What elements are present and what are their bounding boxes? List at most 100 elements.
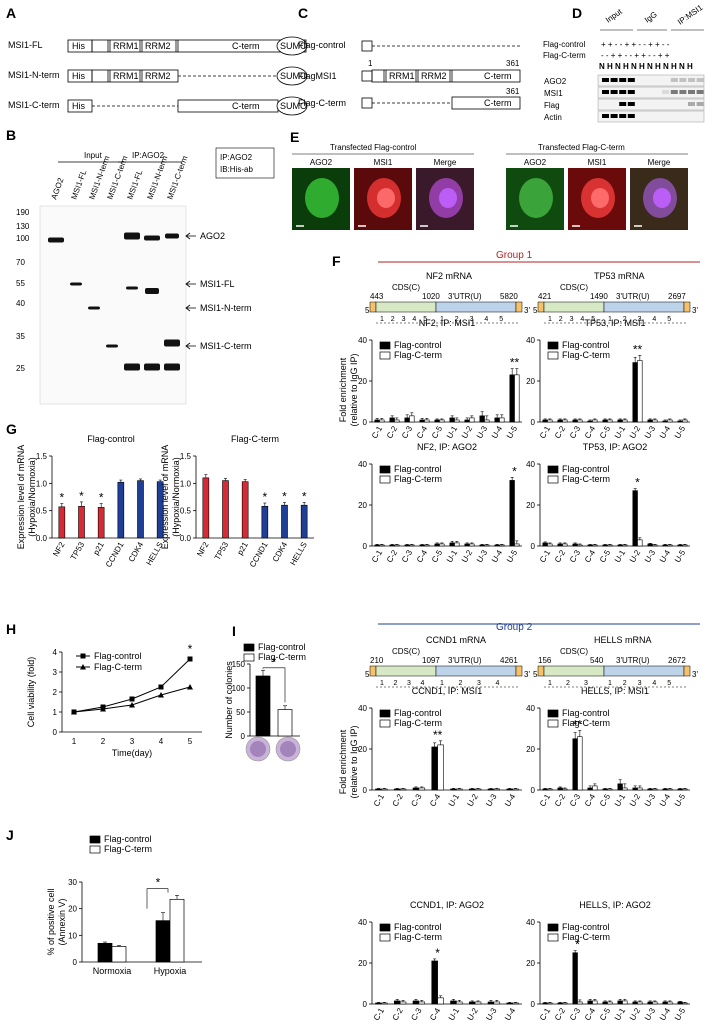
bar — [484, 544, 490, 547]
colony-stain — [250, 741, 266, 757]
bar — [506, 788, 513, 791]
residue-start: 1 — [368, 59, 373, 68]
bar — [418, 787, 426, 791]
bar — [577, 544, 583, 547]
y-tick-label: 40 — [358, 336, 367, 345]
bar — [464, 543, 470, 547]
bar — [374, 544, 380, 547]
chart-title: Flag-control — [87, 434, 135, 444]
rrm2-label: RRM2 — [145, 41, 171, 51]
bar — [381, 788, 388, 791]
bar — [562, 543, 568, 547]
significance-star: * — [188, 642, 193, 656]
bar — [622, 787, 628, 791]
x-tick-label: C-1 — [538, 1006, 553, 1022]
panel-c-constructs: Flag-control FlagMSI1 1 361 RRM1 RRM2 C-… — [298, 40, 521, 110]
mrna-title: CCND1 mRNA — [426, 635, 486, 645]
bar — [677, 1001, 683, 1005]
bar — [393, 788, 401, 791]
lane-label: MSI1-FL — [125, 168, 144, 200]
legend-swatch — [547, 351, 559, 360]
cds-box — [375, 301, 437, 313]
x-tick-label: C-1 — [370, 548, 385, 564]
mrna-title: HELLS mRNA — [594, 635, 652, 645]
bar — [449, 417, 455, 423]
bar — [494, 417, 500, 423]
cds-segment: 4 — [580, 316, 584, 323]
bar — [202, 477, 210, 539]
band-label: MSI1-FL — [200, 279, 235, 289]
blot-band — [88, 306, 100, 310]
y-tick-label: 0 — [531, 542, 536, 551]
panel-i: 0 50 100 150 * Number of colonies Flag-control… — [224, 642, 306, 762]
legend-marker — [80, 653, 86, 659]
cds-label: CDS(C) — [560, 647, 588, 656]
three-prime-label: 3' — [692, 306, 698, 315]
bar — [592, 1000, 598, 1005]
bar — [434, 543, 440, 547]
panel-label-d: D — [572, 5, 582, 21]
blot-band — [126, 286, 138, 290]
bar — [667, 544, 673, 547]
construct-label: MSI1-C-term — [8, 100, 60, 110]
utr-segment: 3 — [638, 316, 642, 323]
y-axis-label: (relative to IgG IP) — [349, 353, 359, 426]
utr-segment: 4 — [496, 680, 500, 687]
cds-box — [543, 301, 605, 313]
chart-title: CCND1, IP: AGO2 — [410, 900, 484, 910]
bar — [617, 544, 623, 547]
y-tick-label: 40 — [526, 336, 535, 345]
end-box — [683, 301, 691, 313]
bar — [662, 788, 668, 791]
blot-band — [619, 90, 627, 94]
legend-label: Flag-control — [394, 464, 442, 474]
bar — [637, 1001, 643, 1005]
x-tick-label: C-1 — [538, 792, 553, 808]
bar — [412, 1000, 420, 1005]
three-prime-label: 3' — [692, 670, 698, 679]
cds-segment: 3 — [584, 680, 588, 687]
bar — [607, 419, 613, 423]
bar — [577, 419, 583, 423]
his-tag-label: His — [72, 71, 85, 81]
bar — [389, 417, 395, 423]
bar — [547, 419, 553, 423]
bar — [389, 544, 395, 547]
bar — [399, 1001, 407, 1005]
utr-label: 3'UTR(U) — [448, 292, 482, 301]
legend-label: Flag-control — [94, 651, 142, 661]
legend-label: Flag-C-term — [394, 350, 442, 360]
legend-swatch — [89, 845, 101, 854]
blot-band — [124, 363, 140, 371]
nucleus-shape — [377, 188, 395, 208]
x-tick-label: U-1 — [447, 792, 462, 808]
cds-segment: 1 — [380, 316, 384, 323]
bar — [647, 1001, 653, 1005]
bar — [542, 542, 548, 547]
cds-label: CDS(C) — [560, 283, 588, 292]
y-axis-label: (relative to IgG IP) — [349, 725, 359, 798]
y-tick-label: 50 — [236, 708, 245, 717]
bar — [607, 544, 613, 547]
utr-label: 3'UTR(U) — [616, 656, 650, 665]
band-label: AGO2 — [200, 231, 225, 241]
panel-e-images: Transfected Flag-control Transfected Fla… — [292, 143, 688, 230]
blot-band — [610, 78, 618, 82]
blot-band — [696, 78, 704, 82]
y-tick-label: 40 — [526, 704, 535, 713]
mrna-position: 1097 — [422, 656, 440, 665]
bar — [662, 1001, 668, 1005]
x-tick-label: C-3 — [568, 792, 583, 808]
blot-strip — [597, 98, 705, 111]
x-tick-label: TP53 — [69, 540, 87, 562]
bar — [572, 419, 578, 423]
utr-segment: 5 — [667, 680, 671, 687]
bar — [547, 1002, 553, 1005]
utr3-box — [435, 665, 517, 677]
x-tick-label: C-1 — [538, 424, 553, 440]
blot-band — [619, 114, 627, 118]
blot-band — [48, 237, 64, 243]
cds-segment: 4 — [412, 316, 416, 323]
bar — [474, 1001, 482, 1005]
blot-band — [627, 102, 635, 106]
